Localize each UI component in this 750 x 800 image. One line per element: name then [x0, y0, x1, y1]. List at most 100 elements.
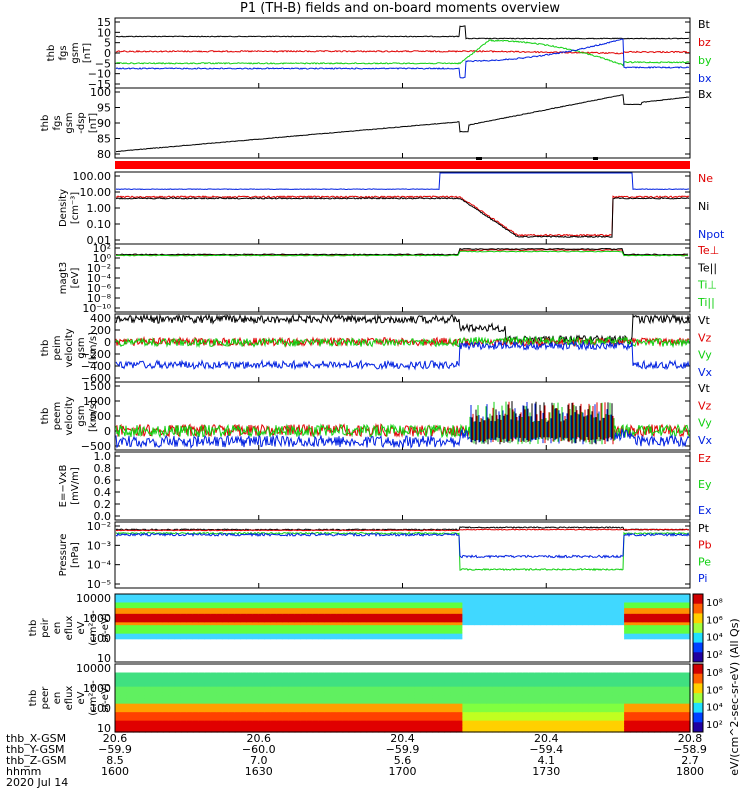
peir-cell	[264, 653, 272, 657]
peir-cell	[216, 659, 224, 663]
peer-cell	[606, 675, 613, 679]
legend-temp-Ti||: Ti||	[697, 296, 715, 309]
peir-cell	[486, 611, 493, 615]
peer-cell	[438, 666, 446, 671]
peir-cell	[492, 650, 499, 655]
peer-cell	[588, 681, 595, 685]
peir-cell	[648, 602, 655, 606]
peer-cell	[366, 700, 374, 705]
peir-cell	[474, 596, 481, 601]
peir-cell	[570, 616, 577, 621]
peir-cell	[366, 611, 374, 615]
peer-cell	[312, 709, 320, 713]
peer-cell	[438, 720, 446, 725]
peer-cell	[570, 681, 577, 685]
peir-cell	[228, 628, 236, 632]
peir-cell	[564, 645, 571, 649]
ylabel-temp: [eV]	[70, 268, 81, 289]
peer-cell	[115, 723, 122, 727]
peir-cell	[402, 656, 410, 660]
peir-cell	[612, 622, 619, 626]
peir-cell	[642, 605, 649, 609]
peer-cell	[120, 700, 128, 705]
peer-cell	[168, 729, 176, 733]
peer-cell	[516, 720, 523, 725]
peer-cell	[180, 692, 188, 696]
peir-cell	[396, 605, 404, 609]
peir-cell	[240, 647, 248, 652]
peer-cell	[192, 700, 200, 705]
peer-cell	[360, 729, 368, 733]
peir-cell	[546, 599, 553, 604]
peir-cell	[144, 642, 152, 646]
peer-cell	[588, 729, 595, 733]
peir-cell	[354, 636, 362, 640]
peer-cell	[594, 715, 601, 719]
peir-cell	[330, 616, 338, 621]
peer-cell	[300, 686, 308, 691]
peer-cell	[414, 700, 422, 705]
peer-cell	[438, 681, 446, 685]
peer-cell	[420, 666, 428, 671]
peer-cell	[660, 709, 667, 713]
peer-cell	[624, 666, 631, 671]
peer-cell	[342, 706, 350, 710]
peir-cell	[618, 613, 625, 618]
peer-cell	[324, 686, 332, 691]
peir-cell	[258, 633, 266, 638]
peir-cell	[498, 628, 505, 632]
peir-cell	[666, 659, 673, 663]
peer-cell	[486, 686, 493, 691]
peer-cell	[354, 698, 362, 702]
peir-cell	[498, 647, 505, 652]
peer-cell	[474, 703, 481, 708]
peir-cell	[594, 639, 601, 643]
peer-cell	[480, 698, 487, 702]
peer-cell	[216, 683, 224, 688]
peir-cell	[294, 650, 302, 655]
peer-cell	[348, 686, 356, 691]
colorbar-tick: 10²	[706, 720, 723, 731]
peer-cell	[294, 666, 302, 671]
peer-cell	[180, 715, 188, 719]
peer-cell	[414, 712, 422, 716]
peir-cell	[180, 653, 188, 657]
peer-cell	[558, 698, 565, 702]
peir-cell	[204, 642, 212, 646]
density-npot	[115, 172, 689, 191]
peir-cell	[312, 636, 320, 640]
peir-cell	[528, 619, 535, 623]
peir-cell	[342, 611, 350, 615]
peir-cell	[528, 633, 535, 638]
peer-cell	[516, 700, 523, 705]
peir-cell	[240, 594, 248, 598]
peir-cell	[318, 616, 326, 621]
peir-cell	[390, 653, 398, 657]
peir-cell	[534, 594, 541, 598]
peir-cell	[666, 596, 673, 601]
peer-cell	[468, 695, 475, 699]
peir-cell	[384, 639, 392, 643]
peir-cell	[174, 594, 182, 598]
peir-cell	[234, 616, 242, 621]
peir-cell	[174, 605, 182, 609]
peer-cell	[312, 700, 320, 705]
peer-cell	[618, 709, 625, 713]
peir-cell	[630, 622, 637, 626]
ylabel-peim: peim	[52, 335, 63, 360]
peer-cell	[150, 712, 158, 716]
peer-cell	[654, 675, 661, 679]
peer-cell	[270, 664, 278, 668]
peer-cell	[564, 666, 571, 671]
peer-cell	[510, 678, 517, 682]
peer-cell	[624, 700, 631, 705]
peir-cell	[318, 613, 326, 618]
peer-cell	[216, 703, 224, 708]
peir-cell	[372, 653, 380, 657]
peir-cell	[240, 625, 248, 629]
peir-cell	[276, 642, 284, 646]
peir-cell	[444, 650, 452, 655]
peir-cell	[210, 642, 218, 646]
peir-cell	[366, 633, 374, 638]
peir-cell	[462, 647, 469, 652]
